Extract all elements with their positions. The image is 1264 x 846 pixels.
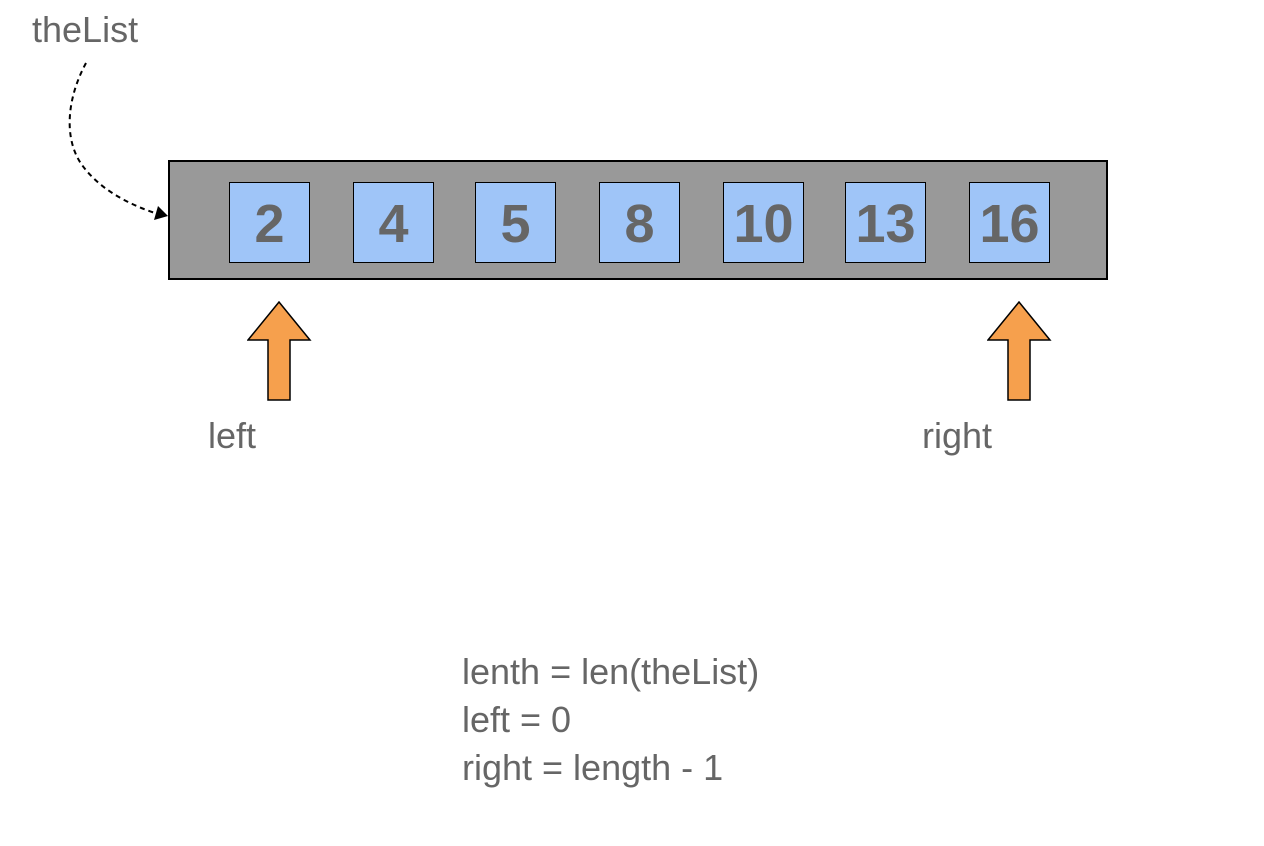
dashed-arrow-head xyxy=(154,206,168,220)
left-pointer-label: left xyxy=(208,415,257,456)
dashed-curve-line xyxy=(68,62,159,215)
array-cell: 13 xyxy=(845,182,926,263)
array-cell: 2 xyxy=(229,182,310,263)
right-pointer-label: right xyxy=(922,415,993,456)
array-cell: 4 xyxy=(353,182,434,263)
array-cell: 8 xyxy=(599,182,680,263)
code-line: lenth = len(theList) xyxy=(462,651,760,692)
left-pointer-arrow-icon xyxy=(247,301,312,401)
list-name-label: theList xyxy=(32,9,139,50)
right-pointer-arrow-icon xyxy=(987,301,1052,401)
code-block: lenth = len(theList) left = 0 right = le… xyxy=(462,648,759,792)
array-cell: 16 xyxy=(969,182,1050,263)
code-line: left = 0 xyxy=(462,699,572,740)
array-container: 2 4 5 8 10 13 16 xyxy=(168,160,1108,280)
array-cell: 5 xyxy=(475,182,556,263)
array-cell: 10 xyxy=(723,182,804,263)
code-line: right = length - 1 xyxy=(462,747,724,788)
